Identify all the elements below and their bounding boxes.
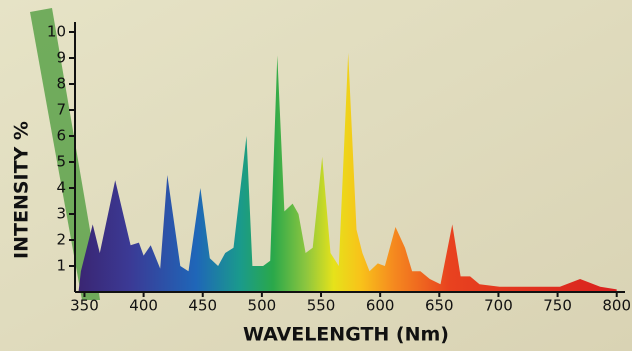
x-tick-label: 800 [602,297,631,315]
x-tick-label: 350 [70,297,99,315]
x-tick-label: 450 [188,297,217,315]
y-tick-label: 1 [56,257,66,275]
x-tick-label: 600 [366,297,395,315]
x-tick-label: 550 [307,297,336,315]
y-tick-label: 4 [56,179,66,197]
x-tick-label: 700 [484,297,513,315]
y-tick-label: 7 [56,101,66,119]
y-tick-label: 8 [56,75,66,93]
y-tick-label: 3 [56,205,66,223]
y-tick-label: 2 [56,231,66,249]
x-tick-label: 400 [129,297,158,315]
y-axis-label: INTENSITY % [11,121,33,259]
x-axis-label: WAVELENGTH (Nm) [243,324,449,346]
x-tick-label: 750 [543,297,572,315]
x-tick-label: 650 [425,297,454,315]
y-tick-label: 10 [47,23,66,41]
leaf-decoration [30,8,100,300]
y-tick-label: 6 [56,127,66,145]
y-tick-label: 5 [56,153,66,171]
spectrum-area [78,52,617,292]
y-tick-label: 9 [56,49,66,67]
x-tick-label: 500 [248,297,277,315]
